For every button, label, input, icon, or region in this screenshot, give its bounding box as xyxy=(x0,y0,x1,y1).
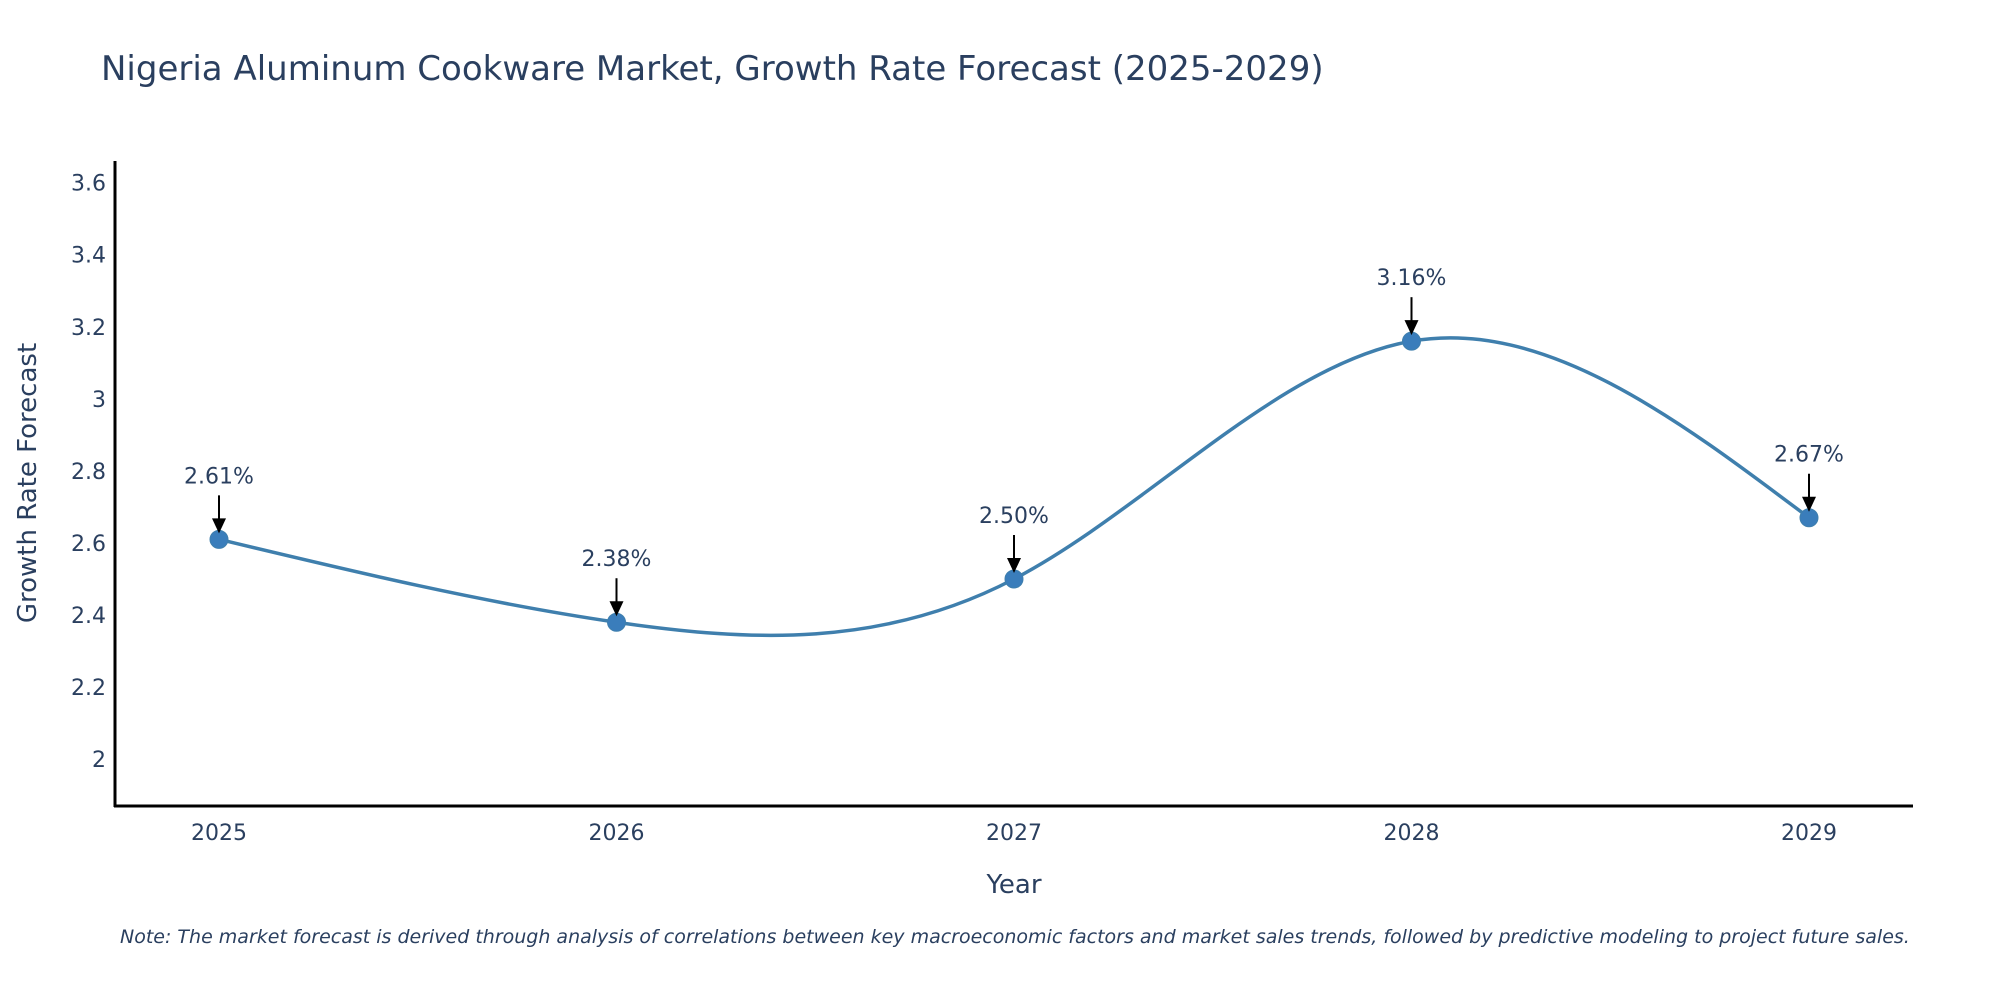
x-axis-ticks: 2025 2026 2027 2028 2029 xyxy=(191,821,1837,846)
data-points xyxy=(209,331,1819,632)
data-label: 2.67% xyxy=(1774,443,1844,468)
y-axis-title: Growth Rate Forecast xyxy=(13,343,43,623)
annotation-arrow-head xyxy=(1404,320,1419,336)
growth-rate-line xyxy=(218,336,1811,638)
y-tick-label: 3.2 xyxy=(71,316,106,341)
data-label: 2.50% xyxy=(979,504,1049,529)
y-tick-label: 2 xyxy=(92,748,106,773)
data-label: 2.61% xyxy=(184,464,254,489)
data-label: 2.38% xyxy=(582,547,652,572)
annotation-arrow-head xyxy=(609,601,624,617)
y-tick-label: 3.6 xyxy=(71,172,106,197)
x-tick-label: 2029 xyxy=(1781,821,1837,846)
x-tick-label: 2026 xyxy=(589,821,645,846)
data-label: 3.16% xyxy=(1377,266,1447,291)
data-annotations: 2.61% 2.38% 2.50% 3.16% 2.67% xyxy=(184,266,1844,617)
annotation-arrow-head xyxy=(1007,557,1021,573)
y-tick-label: 3.4 xyxy=(71,244,106,269)
y-tick-label: 2.8 xyxy=(71,460,106,485)
forecast-note: Note: The market forecast is derived thr… xyxy=(120,926,1910,948)
chart-title: Nigeria Aluminum Cookware Market, Growth… xyxy=(101,49,1324,89)
y-tick-label: 3 xyxy=(92,388,106,413)
annotation-arrow-head xyxy=(212,518,226,534)
x-tick-label: 2028 xyxy=(1384,821,1440,846)
y-tick-label: 2.2 xyxy=(71,676,106,701)
y-tick-label: 2.6 xyxy=(71,532,106,557)
x-tick-label: 2027 xyxy=(986,821,1042,846)
x-tick-label: 2025 xyxy=(191,821,247,846)
y-axis-ticks: 2 2.2 2.4 2.6 2.8 3 3.2 3.4 3.6 xyxy=(71,172,106,774)
x-axis-title: Year xyxy=(985,870,1041,900)
y-tick-label: 2.4 xyxy=(71,604,106,629)
annotation-arrow-head xyxy=(1802,496,1816,512)
